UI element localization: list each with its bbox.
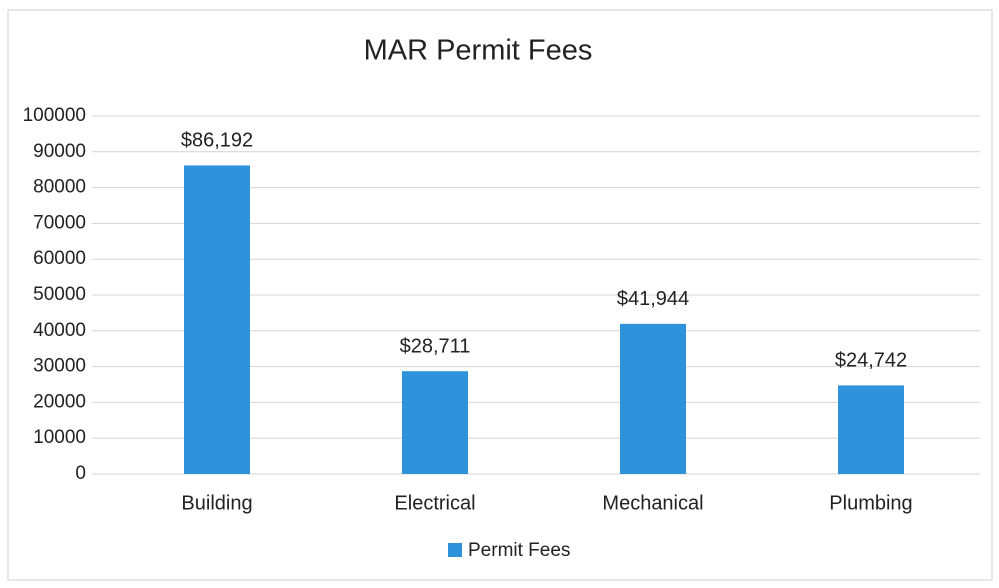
y-tick-label: 40000: [33, 320, 86, 341]
y-tick-label: 70000: [33, 212, 86, 233]
y-tick-label: 80000: [33, 177, 86, 198]
x-tick-label: Electrical: [394, 492, 475, 514]
data-label: $41,944: [617, 288, 689, 310]
chart-title: MAR Permit Fees: [364, 35, 593, 67]
data-label: $86,192: [181, 130, 253, 152]
bar: [838, 385, 904, 474]
y-tick-label: 30000: [33, 356, 86, 377]
data-label: $28,711: [400, 335, 471, 357]
data-label: $24,742: [835, 350, 907, 372]
y-tick-label: 100000: [23, 105, 86, 126]
legend-swatch: [448, 543, 462, 557]
y-tick-label: 60000: [33, 248, 86, 269]
y-tick-label: 20000: [33, 391, 86, 412]
y-tick-label: 0: [75, 463, 86, 484]
legend-label: Permit Fees: [468, 540, 570, 561]
bar: [402, 371, 468, 474]
x-tick-label: Building: [181, 492, 252, 514]
x-tick-label: Mechanical: [602, 492, 703, 514]
bar: [620, 323, 686, 474]
bar: [184, 165, 250, 475]
y-tick-label: 90000: [33, 141, 86, 162]
y-tick-label: 50000: [33, 284, 86, 305]
x-tick-label: Plumbing: [829, 492, 912, 514]
y-tick-label: 10000: [33, 427, 86, 448]
